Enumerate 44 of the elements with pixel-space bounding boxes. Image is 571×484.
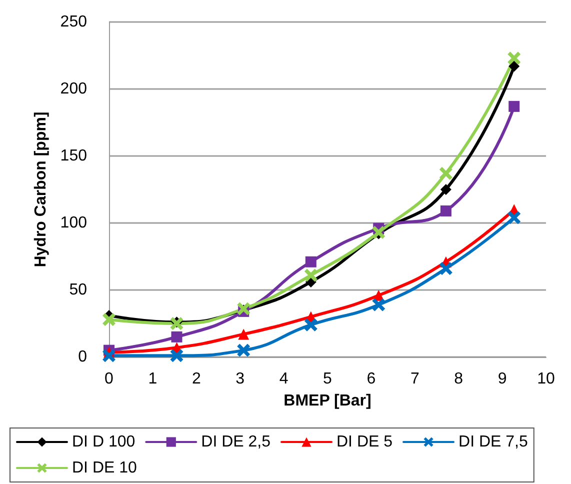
point bbox=[304, 268, 318, 282]
point bbox=[237, 344, 250, 357]
point bbox=[102, 312, 116, 326]
point bbox=[238, 328, 250, 340]
point bbox=[372, 226, 386, 239]
point bbox=[508, 60, 520, 72]
point bbox=[305, 256, 316, 268]
point bbox=[439, 262, 452, 276]
y-tick-label: 0 bbox=[78, 348, 88, 366]
point bbox=[171, 331, 182, 342]
legend-label: DI DE 7,5 bbox=[458, 434, 528, 450]
legend-label: DI D 100 bbox=[72, 434, 136, 450]
point bbox=[102, 349, 116, 362]
y-tick-label: 100 bbox=[60, 214, 88, 232]
y-axis-title: Hydro Carbon [ppm] bbox=[32, 112, 50, 268]
legend-label: DI DE 2,5 bbox=[201, 434, 271, 450]
point bbox=[439, 166, 452, 180]
point bbox=[372, 298, 386, 312]
x-tick-label: 10 bbox=[537, 370, 555, 388]
point bbox=[304, 318, 318, 332]
x-tick-label: 0 bbox=[104, 370, 114, 388]
x-tick-label: 6 bbox=[366, 370, 376, 388]
x-tick-label: 1 bbox=[148, 370, 158, 388]
x-axis-title: BMEP [Bar] bbox=[284, 392, 372, 410]
y-tick-label: 250 bbox=[60, 14, 88, 30]
x-tick-label: 9 bbox=[498, 370, 507, 388]
point bbox=[508, 52, 521, 65]
point bbox=[508, 211, 521, 224]
y-tick-label: 150 bbox=[60, 148, 88, 164]
x-tick-label: 7 bbox=[410, 370, 420, 388]
x-tick-label: 4 bbox=[279, 370, 288, 388]
x-tick-label: 5 bbox=[323, 370, 332, 388]
point bbox=[440, 205, 452, 216]
legend-label: DI DE 5 bbox=[336, 434, 393, 450]
y-tick-label: 200 bbox=[60, 80, 88, 98]
point bbox=[440, 184, 452, 195]
legend-label: DI DE 10 bbox=[72, 460, 138, 476]
point bbox=[237, 302, 250, 316]
point bbox=[170, 349, 184, 362]
x-tick-label: 3 bbox=[236, 370, 245, 388]
x-tick-label: 8 bbox=[454, 370, 464, 388]
x-tick-label: 2 bbox=[192, 370, 201, 388]
point bbox=[508, 100, 520, 112]
y-tick-label: 50 bbox=[69, 282, 88, 298]
